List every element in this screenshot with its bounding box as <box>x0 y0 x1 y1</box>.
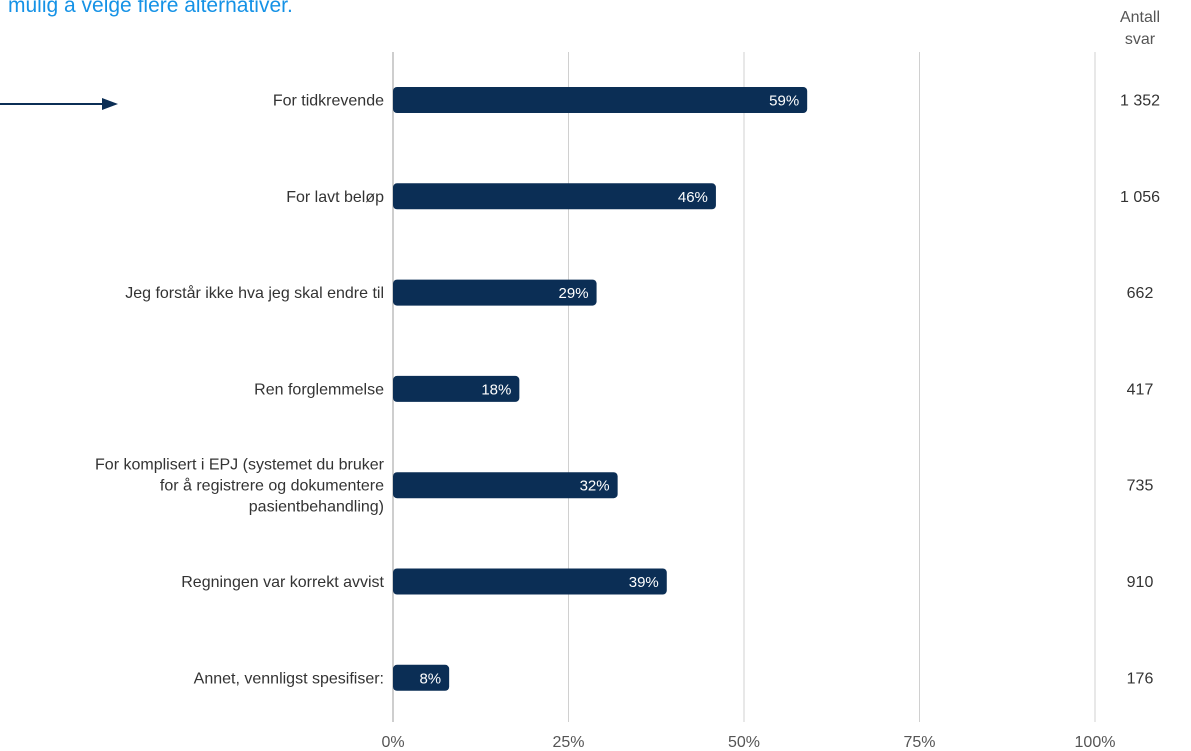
chart-subtitle: mulig å velge flere alternativer. <box>8 0 293 17</box>
x-tick-label: 50% <box>728 734 760 751</box>
bar <box>393 664 450 691</box>
x-tick-label: 0% <box>381 734 404 751</box>
bar <box>393 472 618 499</box>
data-label: 32% <box>580 478 610 495</box>
counts-header: Antall <box>1120 9 1160 26</box>
count-value: 1 056 <box>1120 189 1160 206</box>
bar <box>393 568 667 595</box>
data-label: 46% <box>678 189 708 206</box>
count-value: 176 <box>1127 670 1154 687</box>
bar <box>393 375 520 402</box>
count-value: 662 <box>1127 285 1154 302</box>
category-label: For tidkrevende <box>273 93 384 110</box>
count-value: 735 <box>1127 478 1154 495</box>
bar <box>393 279 597 306</box>
x-tick-label: 75% <box>903 734 935 751</box>
data-label: 29% <box>559 285 589 302</box>
x-tick-label: 100% <box>1075 734 1116 751</box>
category-label: For komplisert i EPJ (systemet du bruker… <box>95 457 385 516</box>
category-label: Regningen var korrekt avvist <box>181 574 384 591</box>
count-value: 910 <box>1127 574 1154 591</box>
category-label: Ren forglemmelse <box>254 381 384 398</box>
counts-header: svar <box>1125 31 1156 48</box>
count-value: 417 <box>1127 381 1154 398</box>
arrow-head-icon <box>102 98 118 110</box>
bar <box>393 183 716 210</box>
count-value: 1 352 <box>1120 93 1160 110</box>
x-tick-label: 25% <box>552 734 584 751</box>
data-label: 18% <box>481 381 511 398</box>
data-label: 8% <box>419 670 441 687</box>
category-label: Annet, vennligst spesifiser: <box>194 670 384 687</box>
data-label: 59% <box>769 93 799 110</box>
category-label: Jeg forstår ikke hva jeg skal endre til <box>125 284 384 302</box>
bar <box>393 87 808 113</box>
data-label: 39% <box>629 574 659 591</box>
category-label: For lavt beløp <box>286 189 384 206</box>
